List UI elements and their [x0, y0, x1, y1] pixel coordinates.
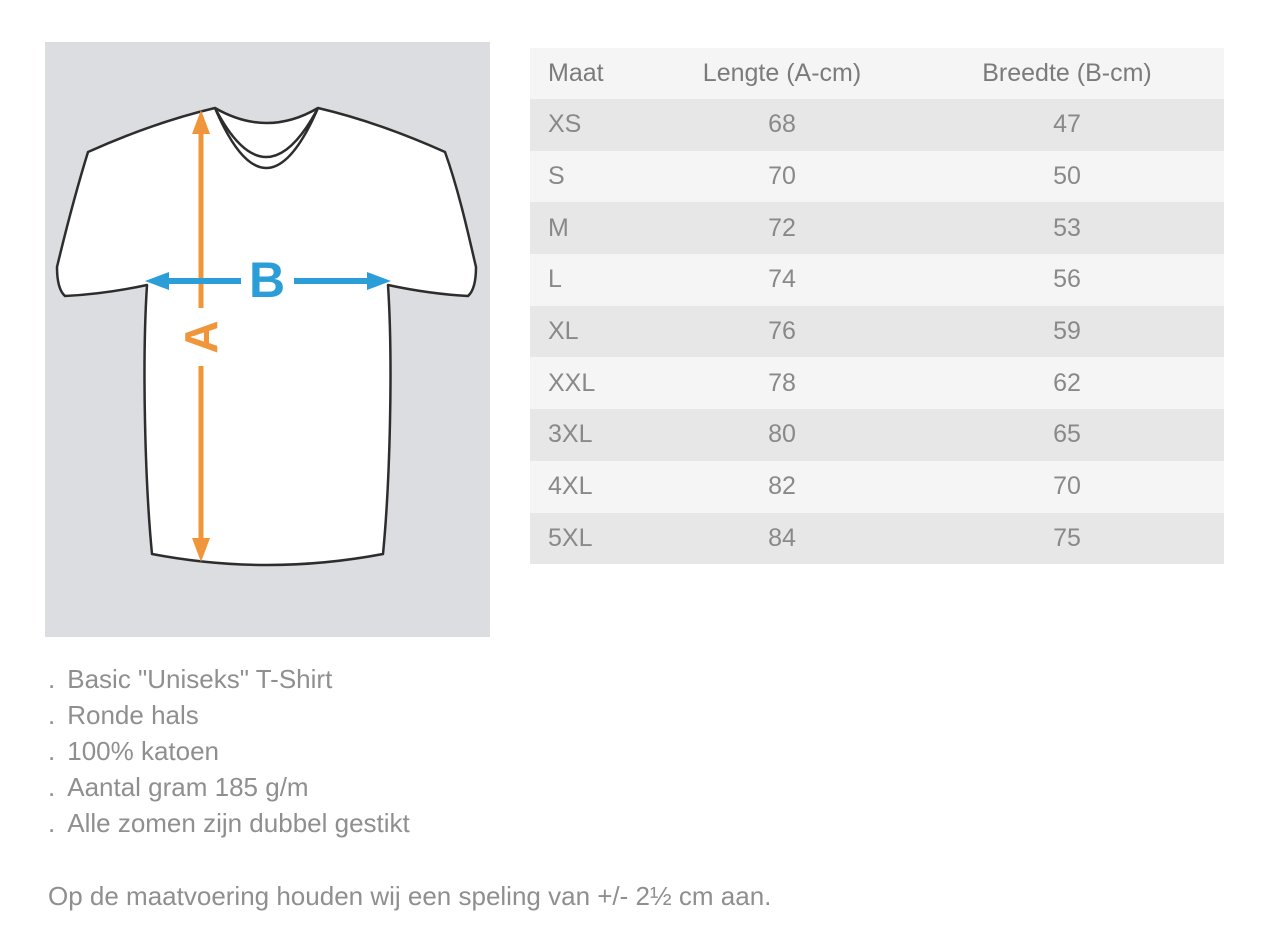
length-cell: 78 [768, 368, 796, 397]
width-cell: 75 [1053, 523, 1081, 552]
size-cell: L [548, 265, 562, 294]
width-cell: 62 [1053, 368, 1081, 397]
list-item: . Ronde hals [48, 697, 410, 733]
bullet: . [48, 808, 56, 838]
size-cell: 4XL [548, 472, 593, 501]
size-cell: S [548, 162, 565, 191]
table-header-row: Maat Lengte (A-cm) Breedte (B-cm) [530, 48, 1224, 99]
length-cell: 70 [768, 162, 796, 191]
size-cell: XS [548, 110, 582, 139]
length-cell: 76 [768, 317, 796, 346]
table-row: M 72 53 [530, 202, 1224, 255]
size-cell: 3XL [548, 420, 593, 449]
size-table: Maat Lengte (A-cm) Breedte (B-cm) XS 68 … [530, 48, 1224, 565]
list-item: . Aantal gram 185 g/m [48, 769, 410, 805]
length-cell: 84 [768, 523, 796, 552]
size-cell: XL [548, 317, 579, 346]
width-cell: 70 [1053, 472, 1081, 501]
width-cell: 50 [1053, 162, 1081, 191]
table-row: XL 76 59 [530, 305, 1224, 358]
detail-text: Basic "Uniseks" T-Shirt [67, 664, 333, 694]
length-cell: 82 [768, 472, 796, 501]
tshirt-outline [55, 106, 478, 567]
table-row: L 74 56 [530, 254, 1224, 306]
column-header-breedte: Breedte (B-cm) [982, 59, 1152, 87]
width-arrow-left-head [145, 272, 169, 290]
table-row: 3XL 80 65 [530, 409, 1224, 461]
column-header-maat: Maat [548, 59, 604, 87]
product-details-list: . Basic "Uniseks" T-Shirt . Ronde hals . 10… [48, 661, 410, 841]
width-cell: 59 [1053, 317, 1081, 346]
table-row: XS 68 47 [530, 99, 1224, 151]
list-item: . Alle zomen zijn dubbel gestikt [48, 805, 410, 841]
width-cell: 65 [1053, 420, 1081, 449]
width-cell: 53 [1053, 213, 1081, 242]
bullet: . [48, 772, 56, 802]
tshirt-diagram: A B [55, 106, 478, 567]
length-arrow-bottom-head [192, 538, 210, 562]
size-cell: XXL [548, 368, 596, 397]
table-row: 4XL 82 70 [530, 460, 1224, 513]
detail-text: Ronde hals [67, 700, 199, 730]
bullet: . [48, 664, 56, 694]
width-cell: 47 [1053, 110, 1081, 139]
detail-text: Alle zomen zijn dubbel gestikt [67, 808, 410, 838]
length-label: A [175, 320, 227, 353]
length-cell: 68 [768, 110, 796, 139]
tshirt-measure-panel: A B [45, 42, 490, 637]
table-row: XXL 78 62 [530, 357, 1224, 410]
tolerance-note: Op de maatvoering houden wij een speling… [48, 881, 772, 911]
length-cell: 72 [768, 213, 796, 242]
bullet: . [48, 700, 56, 730]
width-arrow-right-head [367, 272, 391, 290]
width-arrow: B [145, 252, 391, 308]
width-cell: 56 [1053, 265, 1081, 294]
size-cell: M [548, 213, 569, 242]
list-item: . 100% katoen [48, 733, 410, 769]
detail-text: 100% katoen [67, 736, 220, 766]
detail-text: Aantal gram 185 g/m [67, 772, 309, 802]
collar-band-outer [213, 107, 320, 169]
length-cell: 74 [768, 265, 796, 294]
list-item: . Basic "Uniseks" T-Shirt [48, 661, 410, 697]
length-arrow-top-head [192, 110, 210, 134]
table-row: 5XL 84 75 [530, 512, 1224, 565]
length-cell: 80 [768, 420, 796, 449]
column-header-lengte: Lengte (A-cm) [702, 59, 862, 87]
bullet: . [48, 736, 56, 766]
collar-band-inner [213, 107, 320, 159]
width-label: B [249, 252, 285, 308]
size-cell: 5XL [548, 523, 593, 552]
table-row: S 70 50 [530, 150, 1224, 203]
